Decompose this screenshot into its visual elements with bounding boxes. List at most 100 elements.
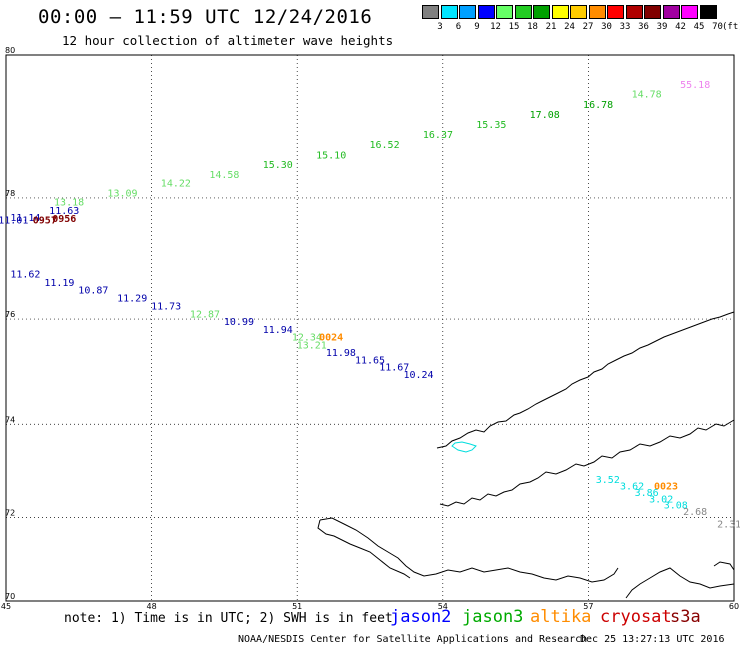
legend-swatch <box>551 5 569 19</box>
legend-swatch <box>570 5 587 19</box>
legend-label: 18 <box>527 22 538 32</box>
wave-height-value: 3.02 <box>649 494 673 505</box>
wave-height-value: 11.67 <box>379 363 409 374</box>
wave-height-value: 11.01 <box>0 216 28 227</box>
footer-timestamp: Dec 25 13:27:13 UTC 2016 <box>580 634 725 645</box>
legend-label: 12 <box>490 22 501 32</box>
wave-height-value: 3.52 <box>596 475 620 486</box>
legend-label: 33 <box>619 22 631 32</box>
wave-height-value: 16.78 <box>583 100 613 111</box>
mission-label: cryosat <box>600 607 672 627</box>
coast-inner-inlet <box>451 441 477 453</box>
wave-height-value: 14.22 <box>161 179 191 190</box>
legend-swatch <box>440 5 458 19</box>
wave-height-value: 11.65 <box>355 355 385 366</box>
wave-height-value: 10.24 <box>403 370 433 381</box>
lat-tick-label: 70 <box>5 592 15 601</box>
lat-tick-label: 72 <box>5 508 15 517</box>
lon-tick-label: 54 <box>438 602 448 611</box>
wave-height-value: 15.30 <box>263 160 293 171</box>
wave-height-value: 11.29 <box>117 293 147 304</box>
novaya-zemlya-north-coast <box>436 311 735 449</box>
wave-height-value: 11.19 <box>44 278 74 289</box>
lat-tick-label: 76 <box>5 310 15 319</box>
graticule <box>6 55 734 601</box>
wave-height-value: 12.34 <box>292 333 322 344</box>
wave-height-value: 16.37 <box>423 130 453 141</box>
legend-swatch <box>662 5 680 19</box>
legend-label: 6 <box>455 22 462 32</box>
mission-label: altika <box>530 607 592 627</box>
wave-height-value: 11.63 <box>49 206 79 217</box>
lat-tick-label: 80 <box>5 46 15 55</box>
wave-height-value: 11.62 <box>10 270 40 281</box>
lon-tick-label: 51 <box>292 602 302 611</box>
map-title: 00:00 – 11:59 UTC 12/24/2016 <box>38 6 373 28</box>
map-frame <box>5 54 735 602</box>
legend-swatch <box>625 5 643 19</box>
pass-time-label: 0024 <box>319 333 343 344</box>
wave-height-value: 14.58 <box>209 170 239 181</box>
pass-time-label: 0956 <box>52 214 76 225</box>
wave-height-value: 17.08 <box>530 110 560 121</box>
legend-label: 70 <box>712 22 723 32</box>
mission-label: jason3 <box>462 607 524 627</box>
wave-height-value: 11.14 <box>10 213 40 224</box>
wave-height-value: 10.87 <box>78 285 108 296</box>
wave-height-value: 13.21 <box>297 340 327 351</box>
wave-height-value: 16.52 <box>370 140 400 151</box>
mission-label: s3a <box>670 607 701 627</box>
wave-height-value: 2.31 <box>717 519 740 530</box>
lat-tick-label: 74 <box>5 415 15 424</box>
wave-height-value: 3.62 <box>620 482 644 493</box>
legend-swatch <box>699 5 717 19</box>
wave-height-value: 3.08 <box>664 501 688 512</box>
legend-label: 24 <box>564 22 575 32</box>
yamal-west-coast <box>317 519 411 579</box>
legend-swatch <box>422 5 439 19</box>
lat-tick-label: 78 <box>5 189 15 198</box>
mission-label: jason2 <box>390 607 452 627</box>
novaya-zemlya-south-coast <box>439 419 735 507</box>
legend-label: 15 <box>508 22 520 32</box>
legend-label: 30 <box>601 22 612 32</box>
legend-swatch <box>514 5 532 19</box>
wave-height-value: 15.10 <box>316 150 346 161</box>
axis-labels: 45 48 51 54 57 60 70 72 74 76 78 80 <box>1 46 739 611</box>
legend-swatch <box>644 5 661 19</box>
lon-tick-label: 57 <box>583 602 593 611</box>
wave-height-value: 2.68 <box>683 507 707 518</box>
footer-credit: NOAA/NESDIS Center for Satellite Applica… <box>238 634 588 645</box>
legend-label: 42 <box>675 22 686 32</box>
legend-label: 21 <box>545 22 557 32</box>
wave-height-value: 13.18 <box>54 198 84 209</box>
wave-height-value: 14.78 <box>632 90 662 101</box>
wave-height-value: 11.73 <box>151 301 181 312</box>
island-east <box>713 561 735 571</box>
lon-tick-label: 60 <box>729 602 739 611</box>
legend-swatch <box>459 5 476 19</box>
legend-label: 39 <box>656 22 668 32</box>
wave-height-value: 11.94 <box>263 325 293 336</box>
legend-swatch <box>496 5 513 19</box>
wave-height-value: 11.98 <box>326 348 356 359</box>
pass-time-label: 0957 <box>33 216 57 227</box>
wave-height-value: 12.87 <box>190 309 220 320</box>
legend-unit: (ft) <box>722 22 740 32</box>
lon-tick-label: 48 <box>147 602 157 611</box>
legend-label: 45 <box>693 22 705 32</box>
legend-label: 9 <box>474 22 480 32</box>
pass-time-label: 0023 <box>654 482 678 493</box>
legend-swatch <box>533 5 550 19</box>
vaygach-south-coast <box>319 517 619 583</box>
map-subtitle: 12 hour collection of altimeter wave hei… <box>62 33 394 48</box>
wave-height-value: 15.35 <box>476 120 506 131</box>
legend-swatch <box>477 5 495 19</box>
legend-swatch <box>681 5 698 19</box>
wave-height-value: 13.09 <box>107 189 137 200</box>
lon-tick-label: 45 <box>1 602 11 611</box>
legend-label: 3 <box>437 22 443 32</box>
coastline <box>317 311 735 599</box>
wave-height-value: 3.86 <box>635 488 659 499</box>
